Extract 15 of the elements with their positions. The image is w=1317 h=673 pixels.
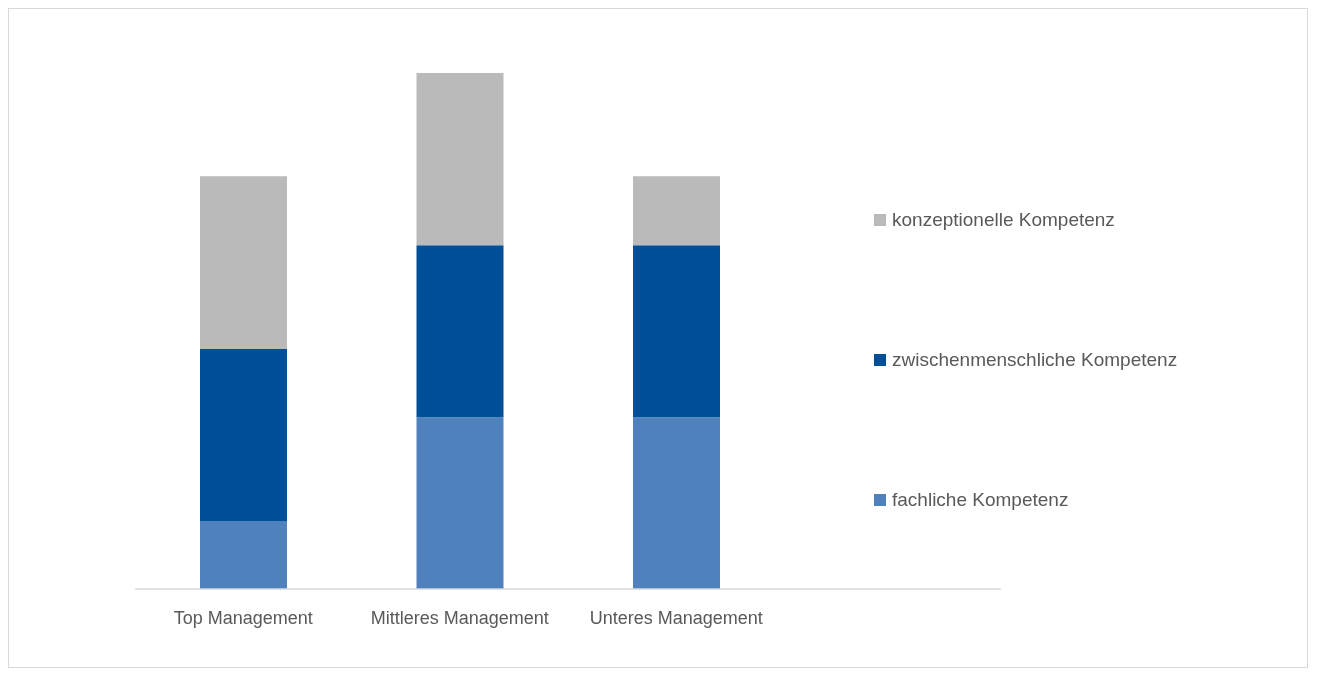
- bar: [416, 245, 504, 418]
- x-tick-label: Top Management: [173, 607, 313, 628]
- bar: [633, 417, 720, 589]
- x-tick-label: Mittleres Management: [370, 607, 549, 628]
- legend-label: fachliche Kompetenz: [892, 489, 1069, 511]
- bar: [416, 73, 504, 246]
- bar: [633, 176, 720, 246]
- bar: [200, 176, 287, 350]
- legend-label: konzeptionelle Kompetenz: [892, 209, 1115, 231]
- bar: [200, 520, 287, 589]
- legend-label: zwischenmenschliche Kompetenz: [892, 349, 1178, 371]
- x-tick-label: Unteres Management: [589, 607, 763, 628]
- bar: [416, 417, 504, 589]
- bar: [633, 245, 720, 418]
- bar: [200, 349, 287, 521]
